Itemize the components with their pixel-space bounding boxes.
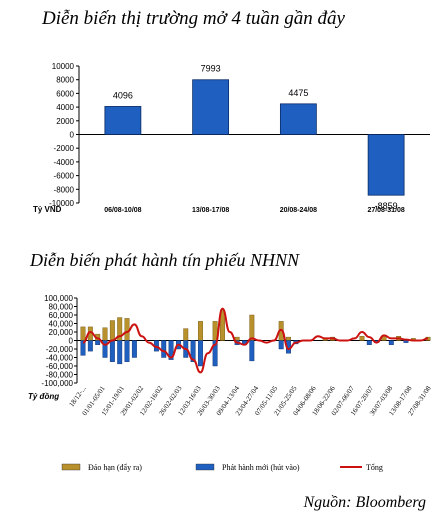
bar: [367, 134, 405, 196]
bar-new-issue: [366, 340, 372, 345]
bar-new-issue: [278, 340, 284, 350]
bar-new-issue: [109, 340, 115, 362]
bar-new-issue: [212, 340, 218, 367]
bar-new-issue: [117, 340, 123, 365]
y-tick-label: -80,000: [46, 371, 74, 380]
y-tick-label: 60,000: [49, 311, 74, 320]
bar-maturity: [102, 327, 108, 341]
bar-new-issue: [190, 340, 196, 362]
bar-new-issue: [87, 340, 93, 352]
y-tick-label: -10000: [49, 199, 74, 208]
y-tick-label: -60,000: [46, 362, 74, 371]
y-tick-label: -20,000: [46, 345, 74, 354]
y-tick-label: 20,000: [49, 328, 74, 337]
bar-value-label: 4096: [113, 90, 133, 100]
bar-new-issue: [197, 340, 203, 367]
bar-new-issue: [95, 340, 101, 345]
legend-total-label: Tổng: [366, 463, 383, 472]
bar: [279, 103, 317, 135]
legend-new-issue-swatch: [195, 463, 215, 471]
bar-maturity: [249, 314, 255, 341]
bar-maturity: [183, 328, 189, 341]
source-note: Nguồn: Bloomberg: [303, 494, 426, 511]
y-tick-label: -6000: [54, 172, 75, 181]
y-tick-label: -4000: [54, 158, 75, 167]
bar-new-issue: [168, 340, 174, 360]
bar-maturity: [124, 318, 130, 341]
y-unit-label: Tỷ VND: [33, 205, 62, 214]
x-category-label: 06/08-10/08: [104, 207, 141, 214]
y-tick-label: 0: [69, 337, 74, 346]
bar-maturity: [109, 320, 115, 341]
open-market-chart: 10000 8000 6000 4000 2000 0 -2000 -4000 -6000 -80…: [33, 62, 430, 214]
x-category-label: 13/08-17/08: [192, 207, 229, 214]
bar-maturity: [220, 309, 225, 341]
bar-new-issue: [102, 340, 108, 358]
y-tick-label: 0: [70, 131, 75, 140]
bar-maturity: [359, 336, 365, 341]
x-category-label: 27/08-31/08: [367, 207, 404, 214]
legend-maturity-swatch: [61, 463, 81, 471]
y-tick-label: -100,000: [41, 379, 73, 388]
bar-new-issue: [131, 340, 137, 358]
y-unit-label: Tỷ đồng: [28, 392, 59, 401]
y-tick-label: 6000: [56, 89, 74, 98]
bar-new-issue: [80, 340, 86, 356]
bar-new-issue: [161, 340, 167, 358]
y-tick-label: 40,000: [49, 320, 74, 329]
bar-value-label: -8859: [375, 201, 398, 211]
y-tick-label: -2000: [54, 144, 75, 153]
y-tick-label: 100,000: [44, 294, 73, 303]
y-tick-label: 8000: [56, 76, 74, 85]
total-line: [82, 307, 429, 374]
bar: [104, 106, 142, 135]
legend-new-issue-label: Phát hành mới (hút vào): [222, 463, 300, 472]
x-category-label: 20/08-24/08: [280, 207, 317, 214]
bar: [192, 79, 230, 135]
bar-new-issue: [388, 340, 394, 345]
bar-maturity: [286, 336, 291, 341]
y-tick-label: 80,000: [49, 303, 74, 312]
y-tick-label: 4000: [56, 103, 74, 112]
chart2-title: Diễn biến phát hành tín phiếu NHNN: [30, 250, 299, 270]
chart1-title: Diễn biến thị trường mở 4 tuần gần đây: [42, 8, 345, 29]
bar-value-label: 4475: [288, 88, 308, 98]
bar-new-issue: [249, 340, 255, 362]
y-tick-label: 2000: [56, 117, 74, 126]
y-tick-label: 10000: [52, 62, 75, 71]
legend-maturity-label: Đáo hạn (đẩy ra): [88, 463, 142, 472]
bar-new-issue: [403, 340, 409, 343]
bar-value-label: 7993: [201, 64, 221, 74]
bar-new-issue: [124, 340, 130, 362]
bar-maturity: [197, 321, 203, 341]
y-tick-label: -40,000: [46, 354, 74, 363]
bar-maturity: [80, 326, 86, 341]
y-tick-label: -8000: [54, 185, 75, 194]
